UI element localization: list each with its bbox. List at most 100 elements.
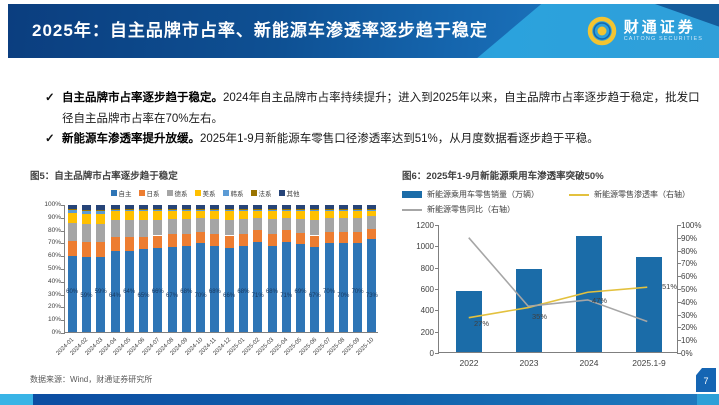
legend-item: 日系 [138,188,160,198]
bar-segment [296,210,305,212]
y-axis-label: 20% [47,303,61,311]
line-data-label: 35% [532,312,548,322]
right-axis-label: 30% [681,310,698,320]
y-axis-tick [61,205,65,206]
charts-row: 图5：自主品牌市占率逐步趋于稳定 自主 日系 德系 美系 韩系 法系 其他 0% 10% 20%… [30,168,719,368]
legend-label: 新能源零售同比（右轴） [427,205,515,214]
bar-segment [139,249,148,332]
bar-segment [224,211,234,221]
bar-segment [267,205,277,209]
bar-segment [196,205,206,209]
bar-data-label: 70% [337,293,350,300]
bar-segment [353,211,363,218]
bar-data-label: 66% [223,293,236,300]
legend-label: 美系 [202,191,216,198]
legend-label: 其他 [286,191,300,198]
bar-segment [338,208,348,211]
bar-segment [353,231,363,244]
y-axis-label: 90% [47,213,61,221]
bar-data-label: 64% [123,289,136,296]
bar-segment [253,217,263,231]
legend-label: 新能源乘用车零售销量（万辆） [427,190,539,199]
legend-label: 自主 [118,191,132,198]
y-axis-label: 70% [47,239,61,247]
bar-segment [110,208,120,211]
bar-segment [81,213,91,225]
left-axis-label: 400 [420,306,434,316]
bar-segment [196,217,206,232]
right-axis-label: 0% [681,349,693,358]
bar-segment [67,210,77,213]
right-axis-tick [677,340,681,342]
bar-segment [224,210,234,212]
bar-segment [181,210,191,212]
bar-segment [167,246,177,332]
bar-segment [238,234,248,246]
bar-segment [367,211,377,217]
left-axis-tick [435,353,439,354]
caitong-logo-icon [587,16,616,46]
bar-segment [296,244,305,332]
bar-segment [81,210,91,212]
新能源零售同比（右轴）-line [468,237,648,323]
日系-swatch [138,190,145,196]
bar-segment [338,243,348,332]
bar-segment [224,220,234,236]
right-axis-tick [677,225,681,226]
line-data-label: 27% [474,319,490,329]
bar-segment [139,220,148,237]
right-axis-tick [677,327,681,329]
bar-data-label: 66% [151,289,164,296]
bar-segment [238,208,248,211]
bar-segment [353,208,363,211]
bar-segment [167,218,177,235]
bar-segment [324,211,334,218]
bar-segment [210,234,220,246]
chart5-panel: 图5：自主品牌市占率逐步趋于稳定 自主 日系 德系 美系 韩系 法系 其他 0% 10% 20%… [30,168,380,357]
bar-segment [139,211,148,221]
bar-segment [296,208,305,211]
bar-segment [110,220,120,237]
bar-segment [324,217,334,232]
bar-segment [296,232,305,245]
bar-segment [210,208,220,211]
其他-swatch [278,190,285,196]
bar-segment [238,210,248,212]
bar-data-label: 73% [365,293,378,300]
bar-segment [139,210,148,212]
right-axis-label: 70% [681,259,698,269]
bar-segment [153,211,163,221]
right-axis-tick [677,237,681,239]
chart6-plot: 0 200 400 600 800 1000 1200 0% 10% 20% 30% 40% 50% 60… [416,221,701,368]
bar-segment [281,211,291,218]
bar-segment [281,241,291,332]
bar-segment [367,205,377,209]
bar-segment [67,205,77,209]
legend-item: 其他 [278,188,300,198]
left-axis-tick [435,267,439,269]
法系-swatch [250,190,257,196]
bar-segment [96,224,106,242]
bar-segment [181,245,191,332]
bar-segment [196,208,206,211]
legend-item: 新能源乘用车零售销量（万辆） [402,189,539,200]
y-axis-tick [61,243,65,245]
美系-swatch [194,190,201,196]
left-axis-label: 0 [429,349,434,358]
bar-segment [353,243,363,332]
y-axis-tick [61,333,65,334]
bar-segment [324,205,334,209]
bar-segment [353,210,363,212]
right-axis-tick [677,301,681,303]
bar-data-label: 70% [351,289,364,296]
bar-data-label: 69% [294,289,307,296]
bar-data-label: 71% [251,293,264,300]
y-axis-tick [61,307,65,309]
bar-segment [238,211,248,219]
bar-data-label: 65% [137,293,150,300]
bar-segment [196,210,206,212]
page-title: 2025年：自主品牌市占率、新能源车渗透率逐步趋于稳定 [32,21,488,40]
bar-segment [124,236,134,251]
bar-segment [181,205,191,209]
line-data-label: 51% [662,281,678,291]
